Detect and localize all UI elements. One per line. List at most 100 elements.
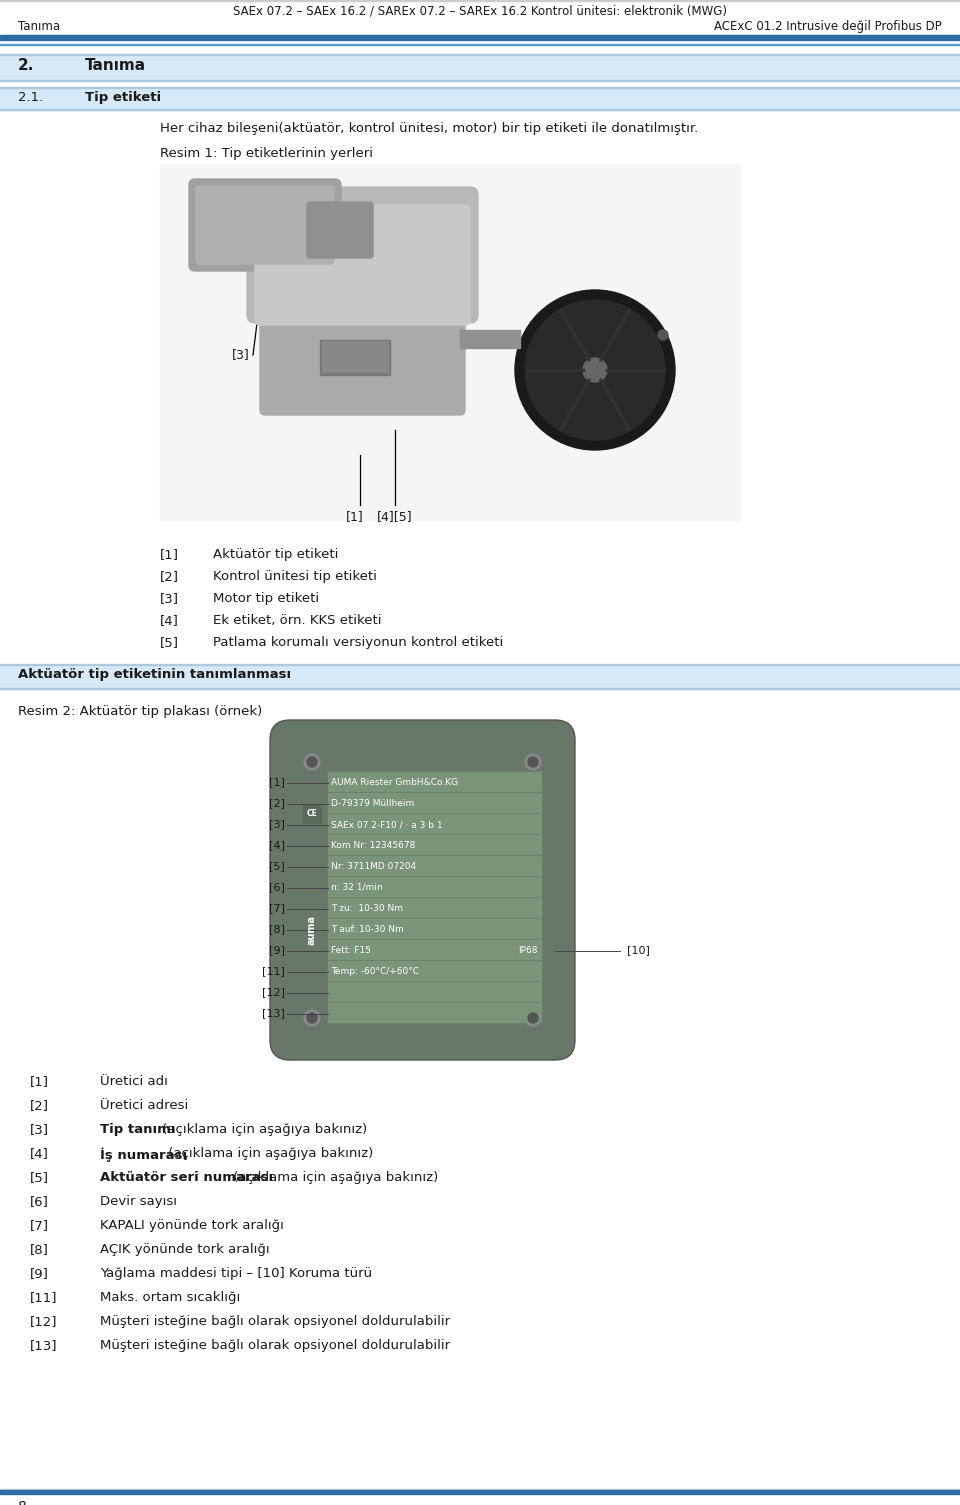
Text: [7]: [7] (30, 1219, 49, 1233)
Circle shape (528, 757, 538, 768)
Circle shape (307, 757, 317, 768)
Text: [10]: [10] (627, 945, 650, 956)
Text: Yağlama maddesi tipi – [10] Koruma türü: Yağlama maddesi tipi – [10] Koruma türü (100, 1267, 372, 1279)
FancyBboxPatch shape (307, 202, 373, 257)
Text: [2]: [2] (30, 1099, 49, 1112)
Text: [6]: [6] (30, 1195, 49, 1209)
Text: Üretici adresi: Üretici adresi (100, 1099, 188, 1112)
Text: [1]: [1] (30, 1075, 49, 1088)
Text: [1]: [1] (160, 548, 179, 561)
Bar (320, 340, 390, 375)
Circle shape (583, 358, 607, 382)
Bar (328, 962, 541, 980)
Circle shape (304, 754, 320, 771)
FancyBboxPatch shape (270, 719, 575, 1060)
Text: [11]: [11] (262, 966, 285, 977)
Text: Temp: -60°C/+60°C: Temp: -60°C/+60°C (331, 968, 419, 977)
Text: [4]: [4] (30, 1147, 49, 1160)
Text: [1]: [1] (347, 510, 364, 524)
Text: KAPALI yönünde tork aralığı: KAPALI yönünde tork aralığı (100, 1219, 284, 1233)
Text: [1]: [1] (269, 778, 285, 787)
Text: Tip tanımı: Tip tanımı (100, 1123, 176, 1136)
Text: Maks. ortam sıcaklığı: Maks. ortam sıcaklığı (100, 1291, 240, 1303)
Bar (322, 342, 388, 372)
Text: [4]: [4] (269, 840, 285, 850)
Bar (0, 665, 960, 689)
Text: Devir sayısı: Devir sayısı (100, 1195, 177, 1209)
Circle shape (658, 330, 668, 340)
Circle shape (304, 1010, 320, 1026)
Bar (328, 877, 541, 895)
Text: Aktüatör seri numarası: Aktüatör seri numarası (100, 1171, 274, 1184)
FancyBboxPatch shape (260, 315, 465, 415)
Bar (0, 56, 960, 81)
Text: Resim 1: Tip etiketlerinin yerleri: Resim 1: Tip etiketlerinin yerleri (160, 147, 373, 160)
Text: auma: auma (307, 915, 317, 945)
Text: Aktüatör tip etiketinin tanımlanması: Aktüatör tip etiketinin tanımlanması (18, 668, 291, 680)
Bar (303, 805, 321, 823)
Text: [2]: [2] (269, 799, 285, 808)
Text: ACExC 01.2 Intrusive değil Profibus DP: ACExC 01.2 Intrusive değil Profibus DP (714, 20, 942, 33)
Text: Her cihaz bileşeni(aktüatör, kontrol ünitesi, motor) bir tip etiketi ile donatıl: Her cihaz bileşeni(aktüatör, kontrol üni… (160, 122, 698, 135)
Text: [3]: [3] (232, 349, 250, 361)
Text: [11]: [11] (30, 1291, 58, 1303)
Text: [5]: [5] (269, 861, 285, 871)
Text: İş numarası: İş numarası (100, 1147, 187, 1162)
Bar (160, 166, 740, 521)
Text: Tanıma: Tanıma (85, 59, 146, 74)
Bar (328, 814, 541, 832)
Bar (0, 35, 960, 41)
Text: IP68: IP68 (518, 947, 538, 956)
Text: AÇIK yönünde tork aralığı: AÇIK yönünde tork aralığı (100, 1243, 270, 1257)
Text: [9]: [9] (30, 1267, 49, 1279)
Text: [2]: [2] (264, 278, 282, 292)
Text: Aktüatör tip etiketi: Aktüatör tip etiketi (213, 548, 338, 561)
Text: Müşteri isteğine bağlı olarak opsiyonel doldurulabilir: Müşteri isteğine bağlı olarak opsiyonel … (100, 1315, 450, 1327)
Text: [7]: [7] (269, 903, 285, 914)
Text: Patlama korumalı versiyonun kontrol etiketi: Patlama korumalı versiyonun kontrol etik… (213, 637, 503, 649)
Text: [2]: [2] (160, 570, 179, 582)
Bar (460, 330, 520, 348)
Text: 2.: 2. (18, 59, 35, 74)
Bar (328, 1002, 541, 1022)
Text: 8: 8 (18, 1500, 27, 1505)
Text: [8]: [8] (269, 924, 285, 935)
Text: [4][5]: [4][5] (377, 510, 413, 524)
Text: T auf: 10-30 Nm: T auf: 10-30 Nm (331, 926, 404, 935)
Text: (açıklama için aşağıya bakınız): (açıklama için aşağıya bakınız) (228, 1171, 438, 1184)
Circle shape (528, 1013, 538, 1023)
Text: [3]: [3] (160, 591, 179, 605)
Text: Ek etiket, örn. KKS etiketi: Ek etiket, örn. KKS etiketi (213, 614, 381, 628)
Text: D-79379 Müllheim: D-79379 Müllheim (331, 799, 415, 808)
Circle shape (307, 1013, 317, 1023)
Bar (328, 920, 541, 938)
Text: [13]: [13] (262, 1008, 285, 1019)
Text: Tip etiketi: Tip etiketi (85, 90, 161, 104)
Text: [9]: [9] (269, 945, 285, 956)
Text: [13]: [13] (30, 1339, 58, 1351)
Text: [3]: [3] (30, 1123, 49, 1136)
Bar (328, 981, 541, 1001)
Text: 2.1.: 2.1. (18, 90, 43, 104)
Circle shape (525, 299, 665, 439)
Text: [6]: [6] (269, 882, 285, 892)
Text: (açıklama için aşağıya bakınız): (açıklama için aşağıya bakınız) (158, 1123, 368, 1136)
Bar (328, 835, 541, 853)
Text: [4]: [4] (160, 614, 179, 628)
Bar (328, 941, 541, 959)
Text: CE: CE (306, 810, 318, 819)
Text: Üretici adı: Üretici adı (100, 1075, 168, 1088)
Text: Kontrol ünitesi tip etiketi: Kontrol ünitesi tip etiketi (213, 570, 377, 582)
Text: n: 32 1/min: n: 32 1/min (331, 883, 383, 892)
FancyBboxPatch shape (196, 187, 334, 263)
Bar (0, 87, 960, 110)
Text: [3]: [3] (269, 820, 285, 829)
Bar (328, 772, 541, 792)
Text: Nr: 3711MD 07204: Nr: 3711MD 07204 (331, 862, 416, 871)
Text: (açıklama için aşağıya bakınız): (açıklama için aşağıya bakınız) (164, 1147, 373, 1160)
Bar (328, 856, 541, 874)
Text: AUMA Riester GmbH&Co.KG: AUMA Riester GmbH&Co.KG (331, 778, 458, 787)
Text: [12]: [12] (30, 1315, 58, 1327)
Text: [5]: [5] (30, 1171, 49, 1184)
Text: Tanıma: Tanıma (18, 20, 60, 33)
